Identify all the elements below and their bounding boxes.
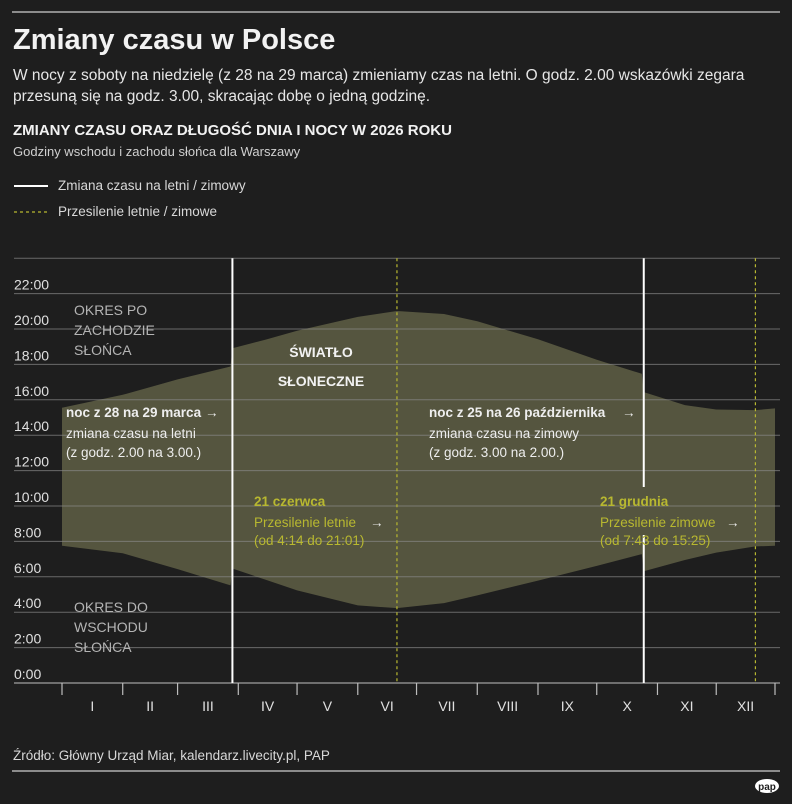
june-annotation-line1: Przesilenie letnie	[254, 515, 356, 530]
lead-paragraph: W nocy z soboty na niedzielę (z 28 na 29…	[13, 67, 745, 105]
chart-title: ZMIANY CZASU ORAZ DŁUGOŚĆ DNIA I NOCY W …	[13, 122, 452, 139]
daylight-band	[62, 311, 775, 609]
chart-subtitle: Godziny wschodu i zachodu słońca dla War…	[13, 144, 301, 159]
before-sunrise-label-2: WSCHODU	[74, 619, 148, 635]
month-label: VIII	[497, 698, 518, 714]
y-tick-label: 22:00	[14, 277, 49, 293]
october-annotation-line2: (z godz. 3.00 na 2.00.)	[429, 445, 564, 460]
december-annotation-title: 21 grudnia	[600, 494, 669, 509]
october-annotation-title: noc z 25 na 26 października	[429, 405, 606, 420]
december-arrow-icon: →	[726, 515, 740, 530]
month-label: III	[202, 698, 214, 714]
before-sunrise-label-1: OKRES DO	[74, 599, 148, 615]
daylight-label-1: ŚWIATŁO	[289, 343, 353, 360]
month-label: II	[146, 698, 154, 714]
march-arrow-icon: →	[205, 405, 219, 420]
y-tick-label: 20:00	[14, 312, 49, 328]
june-annotation-line2: (od 4:14 do 21:01)	[254, 533, 364, 548]
daylight-label-2: SŁONECZNE	[278, 373, 364, 389]
y-tick-label: 8:00	[14, 524, 41, 540]
month-label: XII	[737, 698, 754, 714]
after-sunset-label-2: ZACHODZIE	[74, 322, 155, 338]
y-tick-label: 12:00	[14, 454, 49, 470]
month-label: IX	[561, 698, 575, 714]
month-label: XI	[680, 698, 693, 714]
march-annotation-line1: zmiana czasu na letni	[66, 426, 196, 441]
october-arrow-icon: →	[622, 405, 636, 420]
month-label: VII	[438, 698, 455, 714]
y-tick-label: 10:00	[14, 489, 49, 505]
y-tick-label: 4:00	[14, 595, 41, 611]
before-sunrise-label-3: SŁOŃCA	[74, 639, 132, 655]
march-annotation-title: noc z 28 na 29 marca	[66, 405, 202, 420]
y-tick-label: 6:00	[14, 560, 41, 576]
y-tick-label: 2:00	[14, 631, 41, 647]
y-tick-label: 0:00	[14, 666, 41, 682]
page-title: Zmiany czasu w Polsce	[13, 24, 336, 56]
march-annotation-line2: (z godz. 2.00 na 3.00.)	[66, 445, 201, 460]
month-label: VI	[381, 698, 394, 714]
y-tick-label: 16:00	[14, 383, 49, 399]
legend-solstice-label: Przesilenie letnie / zimowe	[58, 204, 218, 219]
month-label: X	[622, 698, 632, 714]
october-annotation-line1: zmiana czasu na zimowy	[429, 426, 579, 441]
june-annotation-title: 21 czerwca	[254, 494, 326, 509]
y-tick-label: 14:00	[14, 418, 49, 434]
month-label: IV	[261, 698, 275, 714]
source-note: Źródło: Główny Urząd Miar, kalendarz.liv…	[13, 748, 330, 763]
y-tick-label: 18:00	[14, 347, 49, 363]
after-sunset-label-1: OKRES PO	[74, 302, 147, 318]
june-arrow-icon: →	[370, 515, 384, 530]
month-label: I	[90, 698, 94, 714]
month-label: V	[323, 698, 333, 714]
pap-logo-text: pap	[758, 782, 776, 793]
december-annotation-line2: (od 7:43 do 15:25)	[600, 533, 710, 548]
december-annotation-line1: Przesilenie zimowe	[600, 515, 716, 530]
after-sunset-label-3: SŁOŃCA	[74, 342, 132, 358]
pap-logo: pap	[755, 779, 779, 793]
legend-dst-label: Zmiana czasu na letni / zimowy	[58, 178, 246, 193]
